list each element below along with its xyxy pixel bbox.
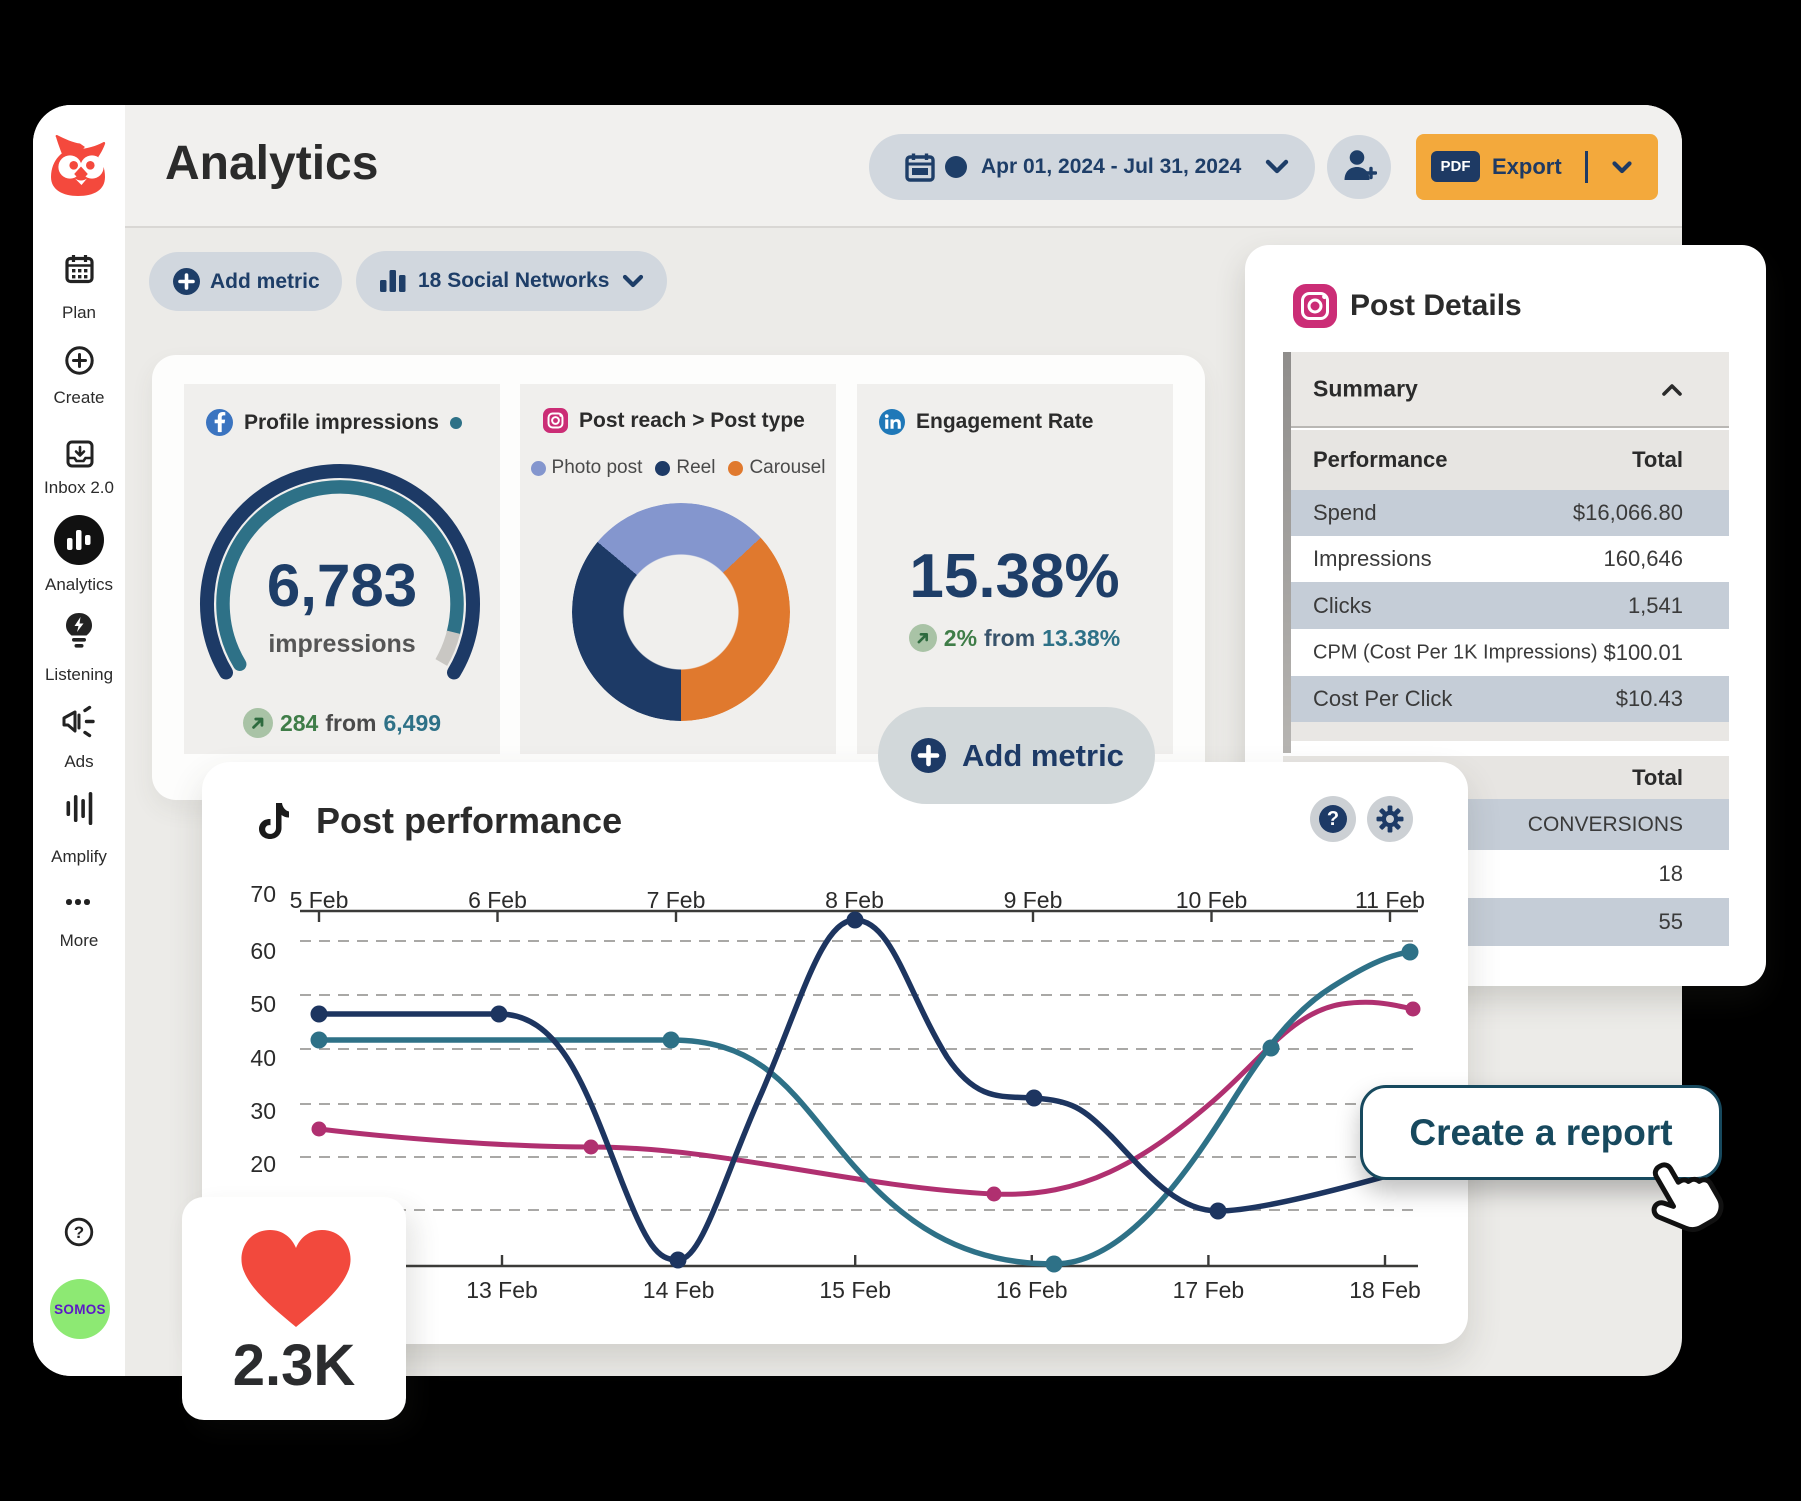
svg-text:14 Feb: 14 Feb <box>643 1277 715 1303</box>
svg-text:16 Feb: 16 Feb <box>996 1277 1068 1303</box>
svg-text:10 Feb: 10 Feb <box>1176 887 1248 913</box>
svg-text:17 Feb: 17 Feb <box>1173 1277 1245 1303</box>
svg-text:13 Feb: 13 Feb <box>466 1277 538 1303</box>
svg-text:70: 70 <box>250 881 276 907</box>
svg-text:9 Feb: 9 Feb <box>1004 887 1063 913</box>
svg-text:50: 50 <box>250 991 276 1017</box>
svg-text:60: 60 <box>250 938 276 964</box>
svg-text:8 Feb: 8 Feb <box>825 887 884 913</box>
svg-text:15 Feb: 15 Feb <box>819 1277 891 1303</box>
svg-text:30: 30 <box>250 1098 276 1124</box>
svg-text:?: ? <box>74 1223 84 1242</box>
svg-text:6 Feb: 6 Feb <box>468 887 527 913</box>
svg-text:5 Feb: 5 Feb <box>290 887 349 913</box>
svg-text:20: 20 <box>250 1151 276 1177</box>
svg-text:40: 40 <box>250 1045 276 1071</box>
svg-text:11 Feb: 11 Feb <box>1355 887 1425 913</box>
svg-text:18 Feb: 18 Feb <box>1349 1277 1421 1303</box>
svg-text:7 Feb: 7 Feb <box>647 887 706 913</box>
